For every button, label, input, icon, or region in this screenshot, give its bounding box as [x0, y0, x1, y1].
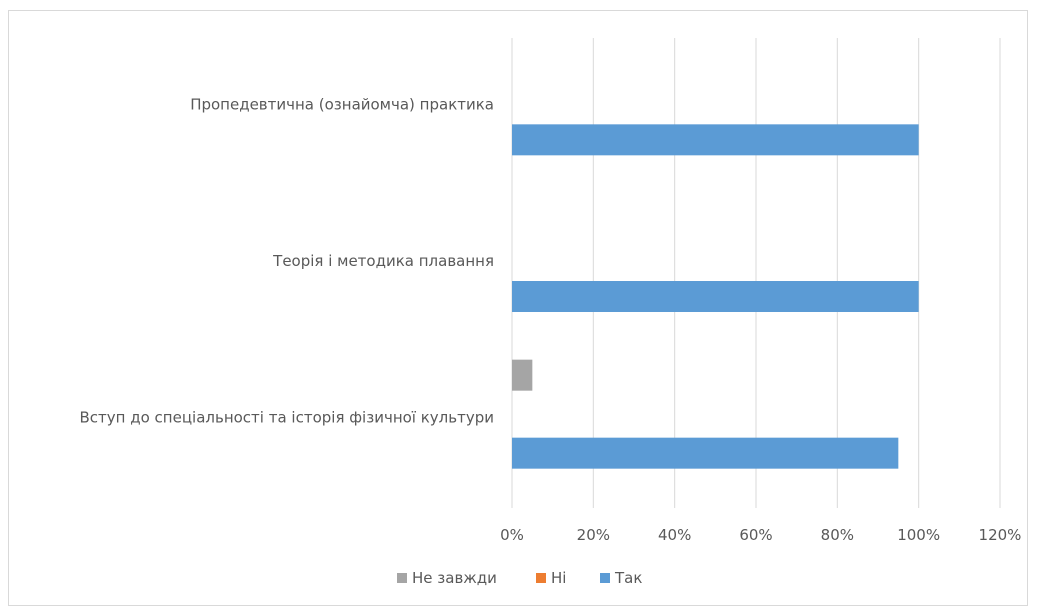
category-label: Пропедевтична (ознайомча) практика: [190, 95, 494, 113]
legend: Не завжди Ні Так: [397, 569, 642, 587]
legend-label: Не завжди: [412, 569, 497, 587]
legend-swatch: [536, 573, 546, 583]
legend-swatch: [397, 573, 407, 583]
x-tick-label: 80%: [821, 526, 854, 544]
bars: [512, 124, 919, 469]
bar-tak: [512, 124, 919, 156]
bar-tak: [512, 437, 899, 469]
category-label: Теорія і методика плавання: [272, 252, 494, 270]
bar-ne-zavzhdy: [512, 359, 533, 391]
x-tick-labels: 0% 20% 40% 60% 80% 100% 120%: [500, 526, 1021, 544]
category-labels: Пропедевтична (ознайомча) практика Теорія…: [80, 95, 495, 426]
x-tick-label: 40%: [658, 526, 691, 544]
x-tick-label: 20%: [577, 526, 610, 544]
legend-label: Так: [614, 569, 642, 587]
x-tick-label: 0%: [500, 526, 524, 544]
category-label: Вступ до спеціальності та історія фізичн…: [80, 409, 495, 427]
legend-swatch: [600, 573, 610, 583]
x-tick-label: 120%: [979, 526, 1022, 544]
x-tick-label: 100%: [897, 526, 940, 544]
x-tick-label: 60%: [739, 526, 772, 544]
legend-label: Ні: [551, 569, 566, 587]
gridlines: [511, 38, 1001, 508]
bar-tak: [512, 281, 919, 312]
